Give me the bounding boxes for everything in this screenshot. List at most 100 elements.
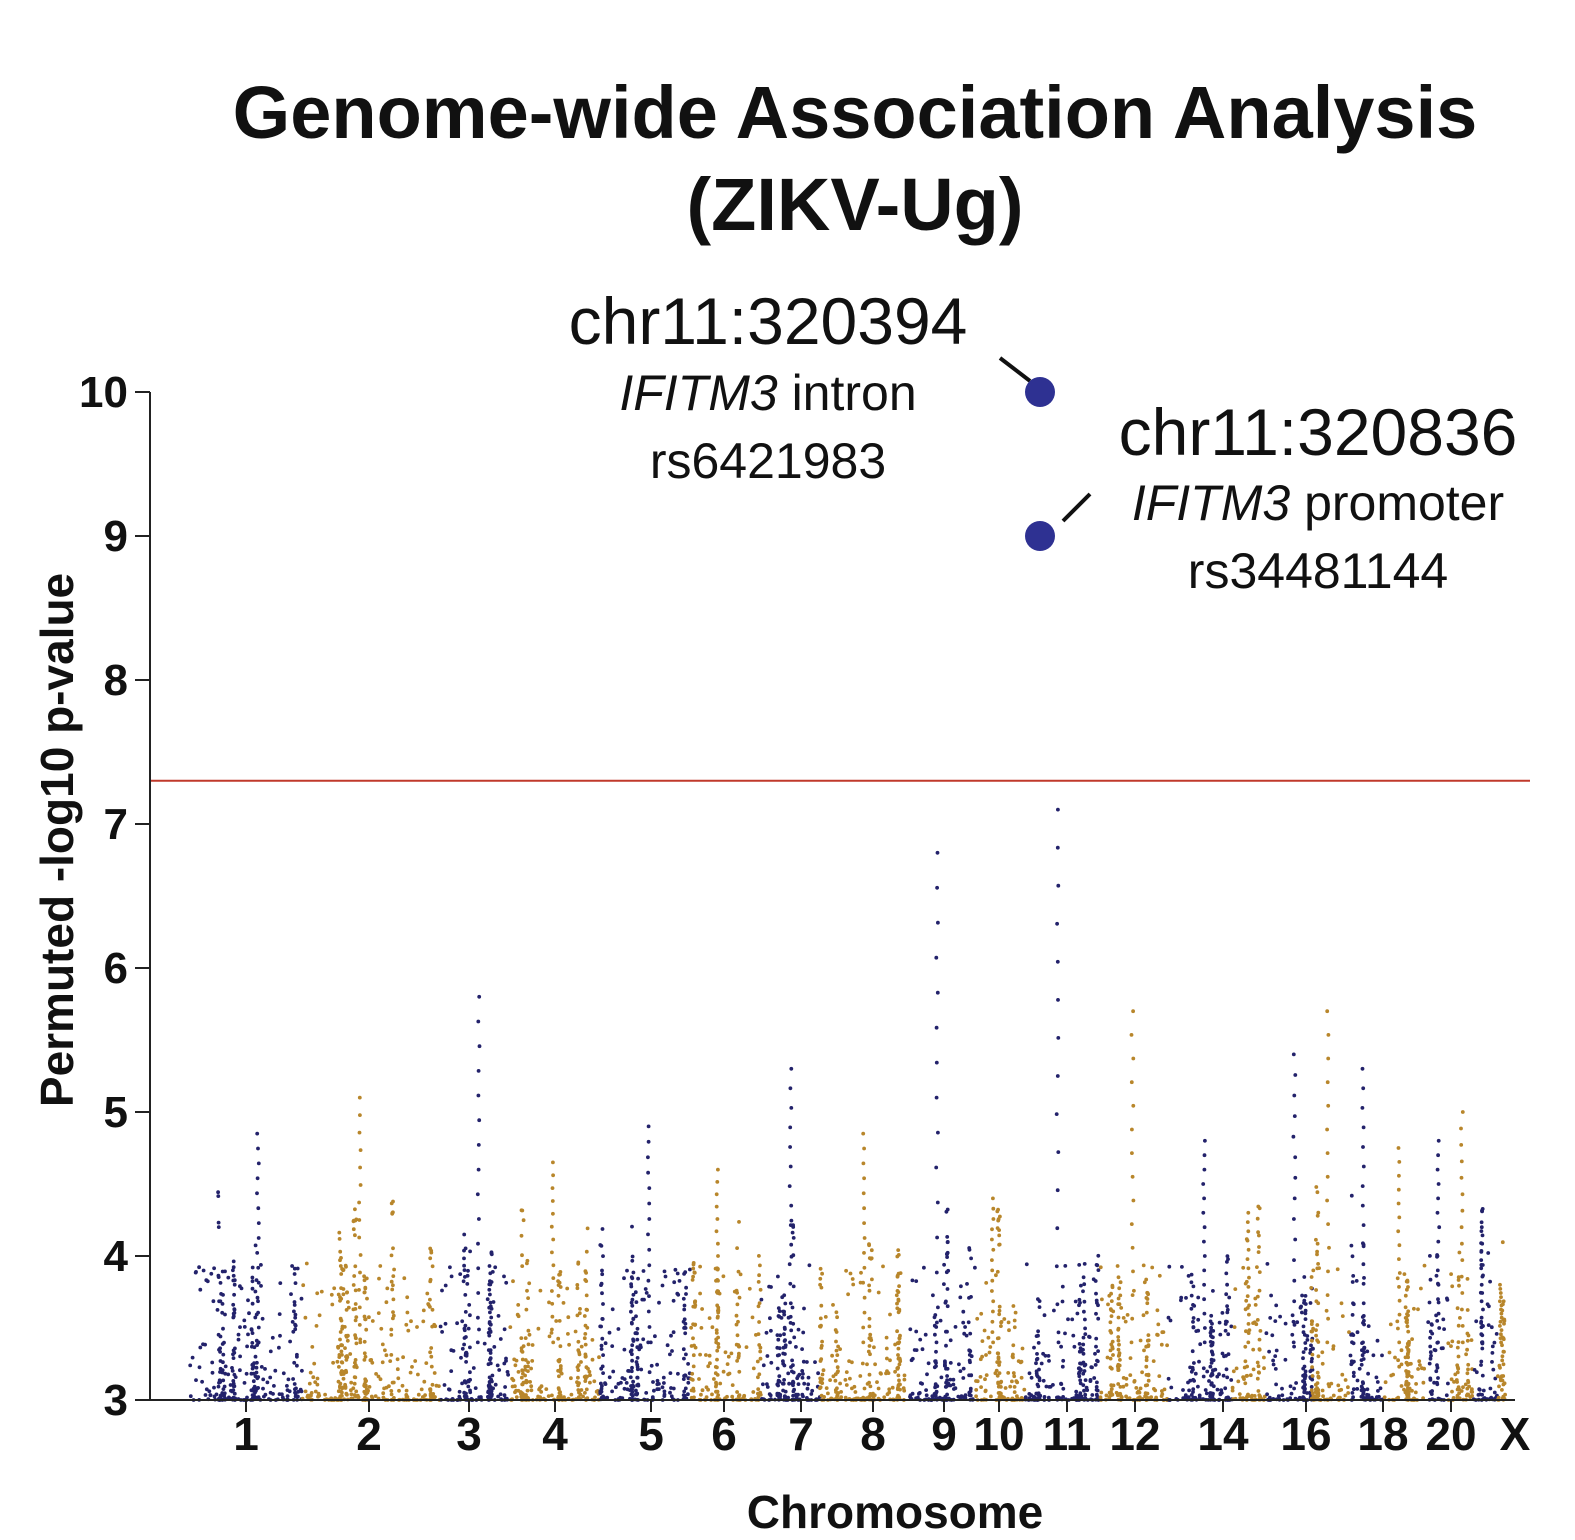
snp-point bbox=[1190, 1349, 1195, 1354]
snp-point bbox=[1243, 1381, 1248, 1386]
snp-point bbox=[585, 1325, 590, 1330]
snp-point bbox=[1315, 1241, 1320, 1246]
snp-point bbox=[1193, 1371, 1198, 1376]
snp-point bbox=[1479, 1220, 1484, 1225]
snp-point bbox=[975, 1316, 980, 1321]
snp-point bbox=[1117, 1351, 1122, 1355]
snp-point bbox=[1481, 1388, 1486, 1393]
snp-point bbox=[1116, 1382, 1121, 1386]
snp-point bbox=[316, 1394, 320, 1399]
snp-point bbox=[989, 1394, 993, 1399]
snp-point bbox=[1499, 1307, 1503, 1312]
snp-point bbox=[801, 1359, 806, 1364]
snp-point bbox=[789, 1106, 794, 1110]
snp-point bbox=[622, 1377, 627, 1381]
snp-point bbox=[550, 1314, 555, 1319]
snp-point bbox=[945, 1240, 950, 1244]
snp-point bbox=[600, 1268, 604, 1273]
snp-point bbox=[238, 1368, 242, 1373]
snp-point bbox=[285, 1384, 289, 1388]
snp-point bbox=[755, 1359, 760, 1364]
snp-point bbox=[802, 1306, 806, 1311]
snp-point bbox=[1036, 1297, 1040, 1301]
snp-point bbox=[1479, 1225, 1484, 1230]
snp-point bbox=[377, 1276, 381, 1281]
snp-point bbox=[1428, 1350, 1433, 1355]
snp-point bbox=[603, 1382, 608, 1386]
snp-point bbox=[468, 1388, 472, 1393]
snp-point bbox=[1274, 1303, 1279, 1308]
snp-point bbox=[528, 1380, 532, 1384]
snp-point bbox=[249, 1388, 254, 1393]
snp-point bbox=[1311, 1268, 1316, 1273]
snp-point bbox=[1417, 1359, 1422, 1364]
snp-point bbox=[1437, 1225, 1442, 1230]
snp-point bbox=[428, 1350, 432, 1355]
snp-point bbox=[932, 1315, 937, 1320]
snp-point bbox=[1375, 1395, 1379, 1400]
snp-point bbox=[858, 1374, 863, 1378]
snp-point bbox=[558, 1364, 563, 1368]
snp-point bbox=[895, 1289, 900, 1293]
snp-point bbox=[1221, 1373, 1226, 1378]
snp-point bbox=[1292, 1278, 1297, 1283]
snp-point bbox=[268, 1390, 273, 1395]
snp-point bbox=[1264, 1331, 1269, 1336]
snp-point bbox=[895, 1395, 900, 1400]
snp-point bbox=[641, 1337, 646, 1342]
snp-point bbox=[379, 1326, 384, 1331]
snp-point bbox=[1107, 1293, 1112, 1298]
snp-point bbox=[1326, 1056, 1331, 1061]
snp-point bbox=[384, 1300, 389, 1305]
snp-point bbox=[1290, 1332, 1295, 1337]
snp-point bbox=[1366, 1324, 1371, 1328]
snp-point bbox=[1184, 1296, 1188, 1300]
snp-point bbox=[1396, 1146, 1401, 1150]
snp-point bbox=[1012, 1325, 1017, 1330]
snp-point bbox=[559, 1371, 564, 1376]
snp-point bbox=[583, 1391, 587, 1395]
snp-point bbox=[1271, 1362, 1276, 1367]
snp-point bbox=[363, 1354, 368, 1359]
snp-point bbox=[1316, 1301, 1321, 1306]
snp-point bbox=[1111, 1309, 1116, 1314]
snp-point bbox=[278, 1333, 282, 1338]
snp-point bbox=[942, 1262, 946, 1267]
snp-point bbox=[524, 1393, 528, 1397]
snp-point bbox=[1500, 1378, 1505, 1383]
snp-point bbox=[487, 1287, 492, 1292]
snp-point bbox=[935, 1320, 939, 1325]
snp-point bbox=[792, 1335, 797, 1340]
snp-point bbox=[383, 1348, 387, 1353]
snp-point bbox=[529, 1384, 534, 1389]
snp-point bbox=[908, 1327, 913, 1332]
snp-point bbox=[338, 1337, 342, 1342]
snp-point bbox=[716, 1393, 721, 1397]
snp-point bbox=[1273, 1354, 1278, 1358]
snp-point bbox=[1325, 1009, 1330, 1014]
snp-point bbox=[351, 1283, 356, 1287]
snp-point bbox=[715, 1266, 719, 1271]
snp-point bbox=[714, 1192, 719, 1197]
snp-point bbox=[353, 1264, 358, 1269]
snp-point bbox=[292, 1382, 297, 1386]
snp-point bbox=[1011, 1355, 1015, 1360]
snp-point bbox=[1491, 1367, 1496, 1372]
snp-point bbox=[631, 1379, 635, 1384]
snp-point bbox=[1145, 1297, 1150, 1301]
snp-point bbox=[736, 1269, 741, 1274]
snp-point bbox=[1077, 1349, 1082, 1354]
snp-point bbox=[1159, 1394, 1164, 1398]
snp-point bbox=[1303, 1369, 1308, 1374]
snp-point bbox=[1351, 1374, 1356, 1378]
snp-point bbox=[351, 1227, 356, 1232]
snp-point bbox=[203, 1393, 208, 1397]
snp-point bbox=[1422, 1366, 1426, 1371]
snp-point bbox=[487, 1305, 492, 1310]
snp-point bbox=[988, 1345, 993, 1349]
snp-point bbox=[340, 1353, 344, 1357]
snp-point bbox=[1055, 921, 1059, 926]
snp-point bbox=[783, 1343, 788, 1348]
snp-point bbox=[1055, 1302, 1060, 1307]
snp-point bbox=[1041, 1378, 1046, 1383]
